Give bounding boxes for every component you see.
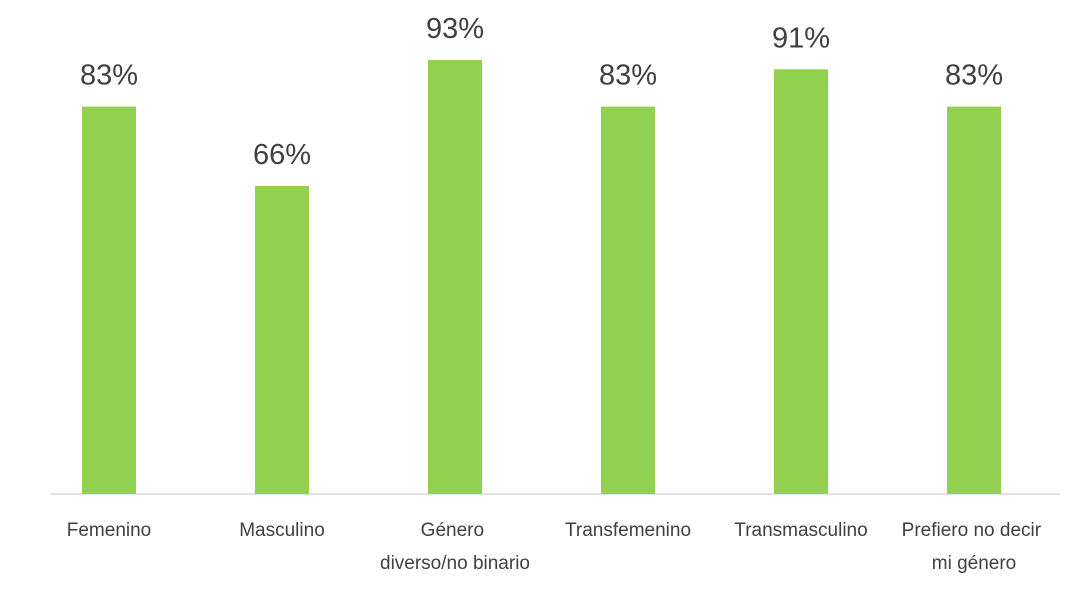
value-label: 93% bbox=[426, 13, 484, 45]
value-label: 83% bbox=[945, 60, 1003, 92]
x-tick-label: Masculino bbox=[239, 520, 325, 541]
bar bbox=[774, 69, 828, 494]
x-tick-label: Transfemenino bbox=[565, 520, 691, 541]
value-label: 66% bbox=[253, 139, 311, 171]
bar bbox=[428, 59, 482, 495]
bar bbox=[255, 185, 309, 494]
value-label: 83% bbox=[599, 60, 657, 92]
x-tick-label: Prefiero no decir mi género bbox=[902, 520, 1047, 574]
x-tick-label: Transmasculino bbox=[734, 520, 867, 541]
x-tick-label: Femenino bbox=[67, 520, 152, 541]
bar bbox=[601, 106, 655, 494]
value-label: 91% bbox=[772, 22, 830, 54]
bar bbox=[82, 106, 136, 494]
value-label: 83% bbox=[80, 60, 138, 92]
bar bbox=[947, 106, 1001, 494]
x-tick-label: Género diverso/no binario bbox=[380, 520, 530, 574]
